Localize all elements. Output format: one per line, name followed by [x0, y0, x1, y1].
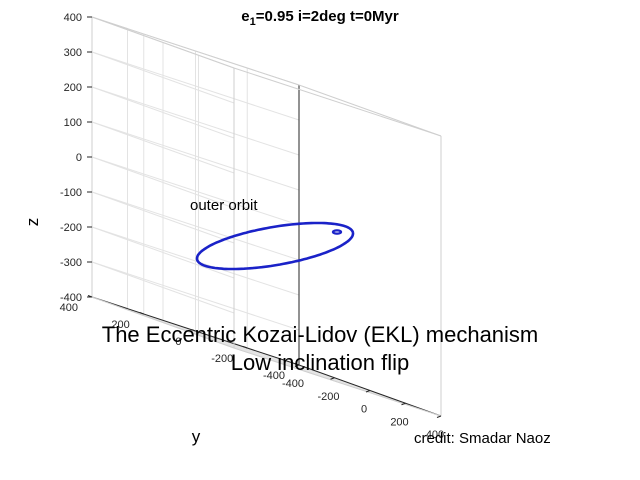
z-tick-label: -400	[60, 292, 82, 304]
floor-grid-y	[143, 313, 286, 366]
orbit-series	[195, 221, 355, 271]
box-edge	[91, 296, 235, 349]
side-grid-z	[91, 121, 300, 191]
z-tick-label: 200	[64, 82, 82, 94]
y-tick-mark	[294, 363, 300, 366]
y-axis-label: y	[192, 427, 201, 446]
box-edge	[91, 16, 235, 69]
x-tick-label: 0	[361, 404, 367, 416]
tick-labels: -400-2000200400-400-2000200400-400-300-2…	[60, 12, 445, 441]
x-tick-label: 200	[390, 416, 408, 428]
title-e: e	[241, 8, 250, 25]
side-grid-z	[91, 86, 300, 156]
side-grid-z	[91, 191, 300, 261]
orbit-label: outer orbit	[190, 197, 258, 214]
box-edge	[91, 16, 300, 86]
y-tick-mark	[191, 329, 196, 332]
x-tick-mark	[436, 415, 442, 418]
title-rest: =0.95 i=2deg t=0Myr	[255, 8, 399, 25]
wall-grid-z	[91, 156, 235, 209]
side-grid-z	[91, 226, 300, 296]
x-tick-label: -400	[282, 378, 304, 390]
wall-grid-z	[91, 191, 235, 244]
wall-grid-z	[91, 261, 235, 314]
x-tick-label: 400	[426, 429, 444, 441]
credit-text: credit: Smadar Naoz	[414, 430, 551, 447]
box-edge	[233, 347, 442, 417]
y-tick-mark	[243, 346, 248, 349]
side-grid-z	[91, 261, 300, 331]
y-tick-label: -200	[211, 353, 233, 365]
z-tick-label: -300	[60, 257, 82, 269]
x-tick-label: -200	[317, 391, 339, 403]
x-tick-mark	[330, 377, 335, 380]
z-tick-label: 300	[64, 47, 82, 59]
z-tick-label: -100	[60, 187, 82, 199]
z-axis-label: z	[23, 218, 42, 227]
wall-grid-z	[91, 226, 235, 279]
side-grid-z	[91, 156, 300, 226]
axes-box	[87, 16, 442, 418]
x-tick-mark	[401, 402, 406, 406]
title-subscript: 1	[249, 16, 256, 28]
floor-grid-y	[195, 330, 338, 383]
caption-line-1: The Eccentric Kozai-Lidov (EKL) mechanis…	[101, 322, 539, 347]
box-edge	[233, 67, 442, 137]
z-tick-label: 400	[64, 12, 82, 24]
y-tick-label: 200	[111, 319, 129, 331]
chart-title: e1=0.95 i=2deg t=0Myr	[0, 8, 640, 28]
floor-grid-y	[247, 347, 390, 400]
y-tick-label: -400	[263, 370, 285, 382]
box-edge	[298, 84, 442, 137]
x-tick-mark	[365, 390, 371, 393]
z-tick-label: 100	[64, 117, 82, 129]
side-grid-z	[91, 51, 300, 121]
y-tick-label: 400	[60, 302, 78, 314]
wall-grid-z	[91, 86, 235, 139]
y-tick-label: 0	[175, 336, 181, 348]
outer-orbit-curve	[195, 221, 355, 271]
inner-orbit-curve	[331, 229, 343, 235]
wall-grid-z	[91, 121, 235, 174]
z-tick-label: 0	[76, 152, 82, 164]
y-tick-mark	[139, 312, 144, 315]
z-tick-label: -200	[60, 222, 82, 234]
wall-grid-z	[91, 51, 235, 104]
caption-line-2: Low inclination flip	[230, 350, 410, 375]
